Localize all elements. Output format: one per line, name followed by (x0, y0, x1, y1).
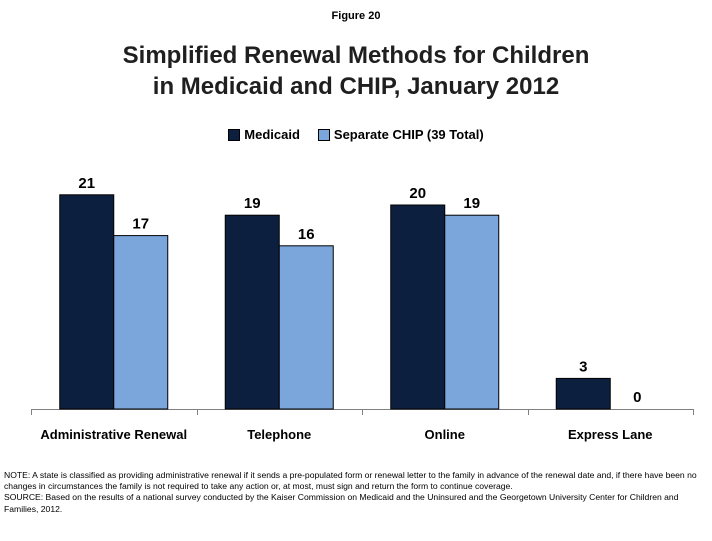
chart-title-line-1: Simplified Renewal Methods for Children (122, 42, 590, 69)
bar-medicaid (555, 377, 611, 410)
legend-item-medicaid: Medicaid (228, 127, 300, 142)
figure-label: Figure 20 (331, 10, 381, 22)
data-label: 17 (132, 216, 149, 233)
source-text: SOURCE: Based on the results of a nation… (4, 492, 679, 514)
data-label: 19 (463, 195, 480, 212)
bar-chart: 21 17 Administrative Renewal 19 16 Telephone 2… (31, 175, 694, 442)
chart-legend: Medicaid Separate CHIP (39 Total) (0, 127, 712, 142)
legend-swatch-medicaid (228, 128, 241, 141)
x-tick-label: Express Lane (568, 427, 653, 442)
data-label: 16 (298, 226, 315, 243)
data-label: 0 (633, 389, 641, 406)
x-tick-label: Online (425, 427, 465, 442)
data-label: 19 (244, 195, 261, 212)
chart-notes: NOTE: A state is classified as providing… (4, 470, 708, 515)
bar-chip (113, 235, 169, 410)
data-label: 20 (409, 185, 426, 202)
bar-medicaid (59, 194, 115, 410)
legend-label-chip: Separate CHIP (39 Total) (333, 127, 484, 142)
x-tick-label: Administrative Renewal (40, 427, 187, 442)
bar-medicaid (390, 204, 446, 410)
x-tick-label: Telephone (247, 427, 311, 442)
bar-chip (278, 245, 334, 410)
legend-label-medicaid: Medicaid (244, 127, 300, 142)
bar-chip (444, 214, 500, 410)
data-label: 3 (579, 358, 587, 375)
legend-item-chip: Separate CHIP (39 Total) (317, 127, 484, 142)
chart-title-line-2: in Medicaid and CHIP, January 2012 (152, 73, 560, 100)
legend-swatch-chip (317, 128, 330, 141)
note-text: NOTE: A state is classified as providing… (4, 470, 697, 492)
data-label: 21 (78, 175, 95, 192)
chart-title: Simplified Renewal Methods for Children … (0, 40, 712, 102)
bar-medicaid (224, 214, 280, 410)
